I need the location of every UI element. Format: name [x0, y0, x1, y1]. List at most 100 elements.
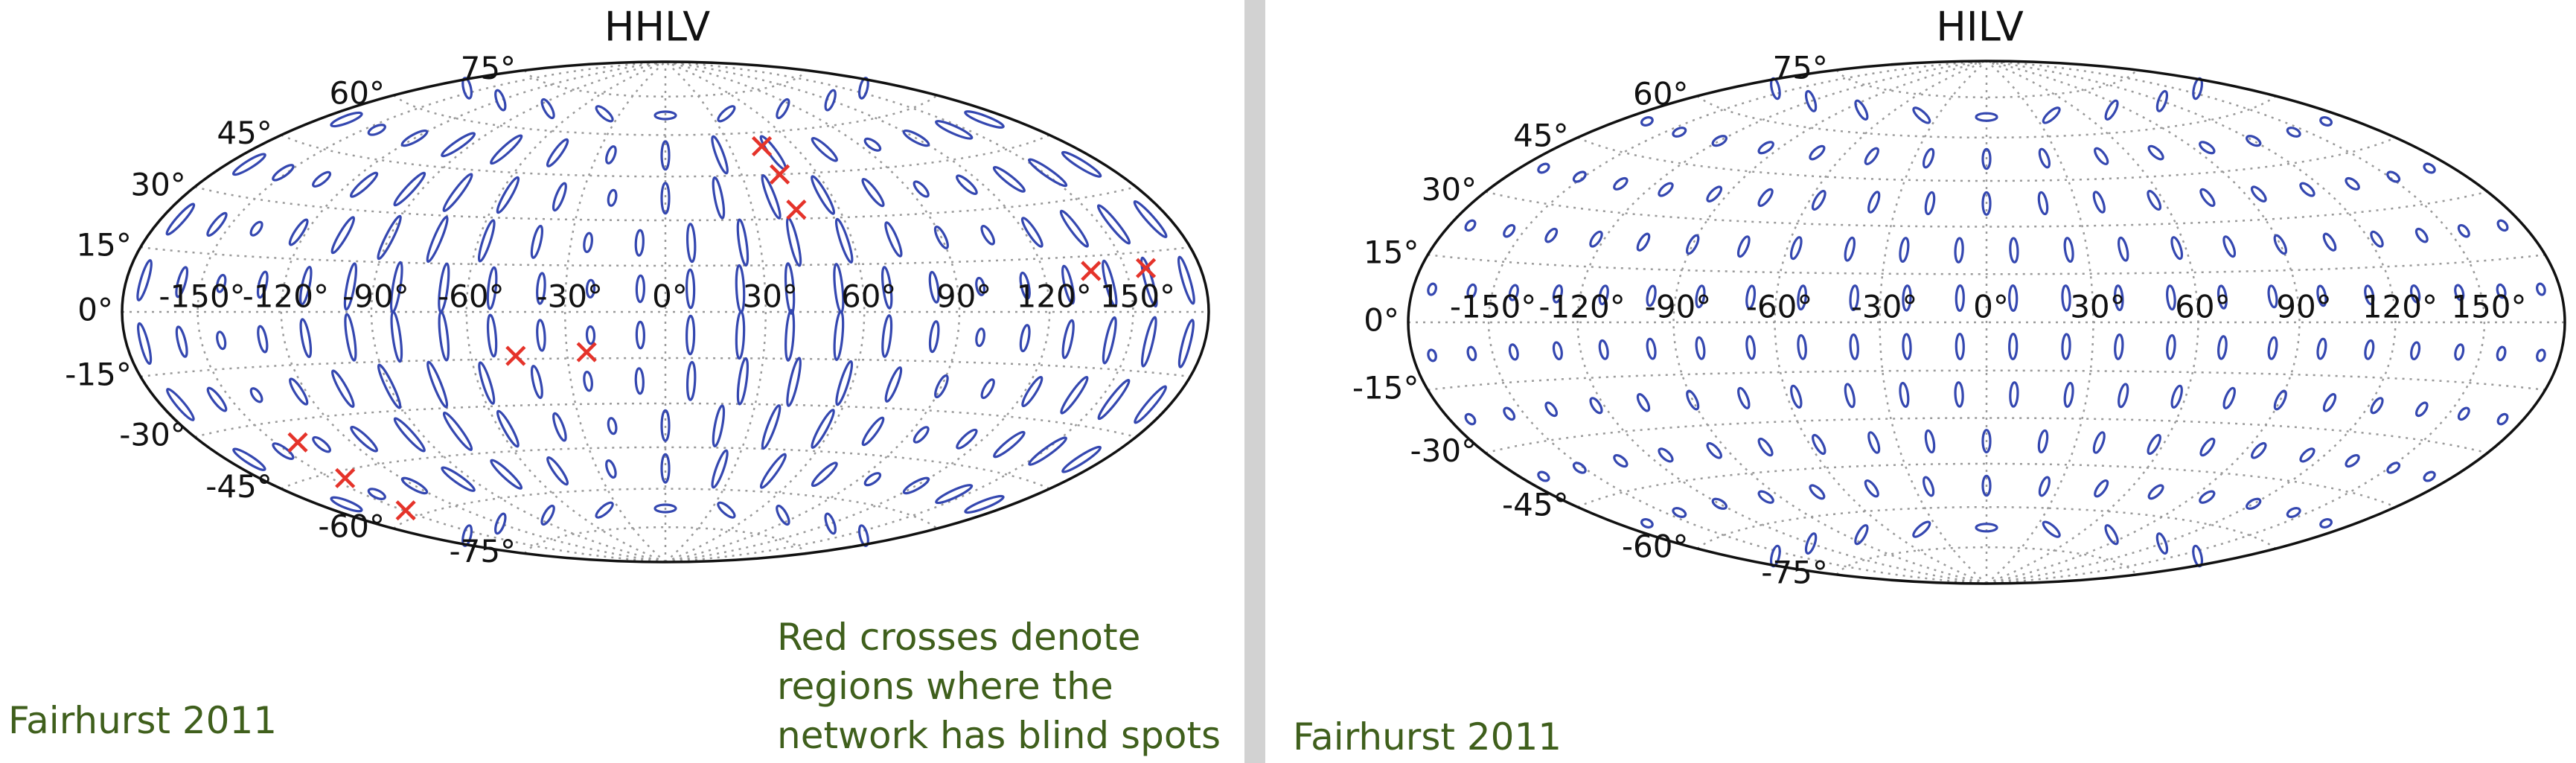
error-ellipse	[834, 217, 854, 264]
error-ellipse	[2155, 89, 2169, 112]
error-ellipse	[2251, 441, 2267, 459]
error-ellipse	[1804, 89, 1818, 112]
error-ellipse	[330, 111, 363, 128]
error-ellipse	[1981, 474, 1992, 497]
longitude-tick-label: 0°	[652, 278, 688, 315]
error-ellipse	[2409, 284, 2421, 304]
longitude-tick-label: 150°	[2451, 289, 2526, 325]
error-ellipse	[2299, 182, 2315, 197]
parallel-grid-line	[281, 446, 1050, 490]
error-ellipse	[2319, 116, 2333, 127]
error-ellipse	[685, 268, 696, 310]
longitude-tick-label: 60°	[2175, 289, 2230, 325]
error-ellipse	[913, 180, 930, 198]
error-ellipse	[863, 137, 882, 152]
error-ellipse	[1019, 324, 1031, 353]
source-credit: Fairhurst 2011	[1293, 715, 1562, 759]
error-ellipse	[1613, 176, 1629, 191]
error-ellipse	[1019, 271, 1031, 300]
error-ellipse	[2386, 170, 2401, 183]
error-ellipse	[257, 325, 269, 354]
error-ellipse	[2496, 345, 2507, 362]
error-ellipse	[1059, 209, 1090, 248]
error-ellipse	[1695, 284, 1706, 309]
error-ellipse	[1613, 454, 1629, 468]
error-ellipse	[2345, 454, 2360, 468]
error-ellipse	[2199, 188, 2216, 207]
error-ellipse	[660, 409, 671, 442]
error-ellipse	[863, 472, 882, 487]
blind-spot-cross	[751, 135, 773, 157]
longitude-tick-label: -60°	[438, 278, 505, 315]
error-ellipse	[2316, 337, 2327, 360]
error-ellipse	[496, 176, 520, 214]
error-ellipse	[786, 357, 802, 407]
annotation-line: Red crosses denote	[777, 616, 1140, 659]
error-ellipse	[2170, 384, 2183, 409]
error-ellipse	[1552, 341, 1563, 361]
error-ellipse	[685, 360, 697, 401]
error-ellipse	[2063, 381, 2074, 408]
error-ellipse	[438, 310, 450, 362]
error-ellipse	[735, 264, 746, 313]
error-ellipse	[811, 462, 838, 488]
error-ellipse	[964, 110, 1005, 129]
error-ellipse	[441, 132, 476, 158]
parallel-grid-line	[194, 185, 1137, 222]
error-ellipse	[928, 270, 940, 304]
error-ellipse	[2217, 284, 2228, 310]
panel-divider	[1244, 0, 1265, 763]
error-ellipse	[2454, 284, 2465, 301]
error-ellipse	[736, 357, 749, 406]
annotation-line: network has blind spots	[777, 714, 1221, 757]
error-ellipse	[980, 378, 995, 400]
error-ellipse	[1544, 401, 1559, 418]
latitude-tick-label: -45°	[1502, 487, 1569, 523]
error-ellipse	[272, 442, 295, 460]
error-ellipse	[1736, 235, 1751, 258]
longitude-tick-label: 90°	[936, 278, 991, 315]
error-ellipse	[884, 366, 903, 403]
parallel-grid-line	[393, 488, 938, 529]
error-ellipse	[2117, 236, 2129, 262]
error-ellipse	[1924, 191, 1936, 216]
error-ellipse	[634, 367, 645, 395]
error-ellipse	[2217, 335, 2228, 360]
error-ellipse	[1589, 230, 1603, 248]
latitude-tick-label: 75°	[1772, 49, 1827, 86]
error-ellipse	[206, 386, 228, 412]
error-ellipse	[461, 77, 473, 100]
error-ellipse	[2286, 127, 2301, 138]
error-ellipse	[2061, 284, 2071, 312]
latitude-tick-label: -60°	[318, 508, 385, 544]
error-ellipse	[1427, 348, 1437, 363]
error-ellipse	[784, 262, 796, 315]
error-ellipse	[2037, 191, 2049, 216]
error-ellipse	[1975, 523, 1998, 533]
error-ellipse	[377, 363, 402, 409]
blind-spot-cross	[1081, 261, 1102, 281]
error-ellipse	[165, 202, 196, 236]
longitude-tick-label: 30°	[2070, 289, 2125, 325]
longitude-tick-label: 0°	[1973, 289, 2009, 325]
error-ellipse	[1923, 476, 1935, 497]
error-ellipse	[884, 221, 903, 258]
latitude-tick-label: -30°	[119, 417, 186, 453]
error-ellipse	[2536, 348, 2546, 363]
error-ellipse	[552, 412, 567, 442]
parallel-grid-line	[393, 95, 938, 136]
error-ellipse	[1102, 316, 1117, 365]
error-ellipse	[1544, 227, 1559, 243]
error-ellipse	[288, 218, 309, 246]
error-ellipse	[1427, 282, 1437, 296]
error-ellipse	[344, 313, 357, 362]
error-ellipse	[653, 503, 677, 514]
error-ellipse	[857, 524, 869, 547]
error-ellipse	[1812, 433, 1826, 456]
error-ellipse	[811, 137, 838, 162]
error-ellipse	[1097, 378, 1131, 421]
error-ellipse	[1849, 284, 1859, 312]
latitude-tick-label: 45°	[217, 115, 272, 151]
error-ellipse	[2454, 343, 2465, 361]
error-ellipse	[2496, 219, 2509, 232]
